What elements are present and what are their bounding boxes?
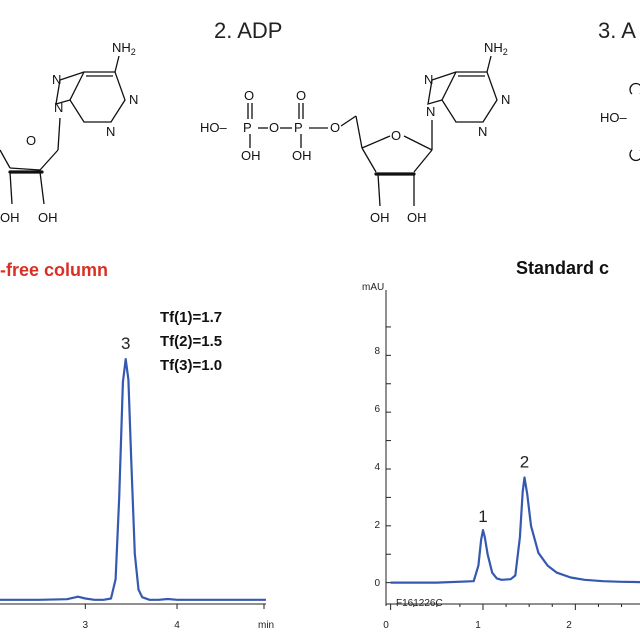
right-y-tick-label-0: 0 [374, 578, 380, 589]
left-chart-title: -free column [0, 260, 108, 280]
n3-label-1: N [106, 124, 115, 139]
file-id-label: F161226C [396, 598, 443, 609]
ho-label: HO– [200, 120, 228, 135]
phosphorus-2-label: P [294, 120, 303, 135]
left-chart: -free column 3 4 min 3 Tf(1)=1.7 Tf(2)=1… [0, 260, 274, 631]
purine-ring-1 [55, 55, 126, 123]
tf-2-label: Tf(2)=1.5 [160, 333, 222, 350]
right-y-tick-label-8: 8 [374, 346, 380, 357]
right-y-tick-label-2: 2 [374, 520, 380, 531]
right-y-tick-label-4: 4 [374, 462, 380, 473]
tf-3-label: Tf(3)=1.0 [160, 357, 222, 374]
oh-p1-label: OH [241, 148, 261, 163]
left-x-unit-label: min [258, 620, 274, 631]
phosphorus-1-label: P [243, 120, 252, 135]
right-y-tick-label-6: 6 [374, 404, 380, 415]
right-peak-label-1: 1 [478, 507, 487, 526]
left-x-tick-label-4: 4 [174, 620, 180, 631]
oh-3-label-2: OH [407, 210, 427, 225]
ribose-ring-1 [0, 117, 61, 205]
tf-1-label: Tf(1)=1.7 [160, 309, 222, 326]
left-chromatogram-trace [0, 358, 266, 601]
oh-2-label-1: OH [0, 210, 20, 225]
nh2-label-1: NH2 [112, 40, 136, 57]
n1-label-1: N [129, 92, 138, 107]
right-x-tick-label-1: 1 [475, 620, 481, 631]
n9-label-1: N [54, 100, 63, 115]
right-x-tick-label-0: 0 [383, 620, 389, 631]
oh-2-label-2: OH [370, 210, 390, 225]
right-chart: Standard c mAU 0 2 4 6 8 0 1 2 1 2 F1612… [362, 258, 640, 631]
ester-oxygen-label: O [330, 120, 340, 135]
n3-label-2: N [478, 124, 487, 139]
n7-label-2: N [424, 72, 433, 87]
n7-label-1: N [52, 72, 61, 87]
nh2-label-2: NH2 [484, 40, 508, 57]
left-peak-label-3: 3 [121, 334, 130, 353]
left-x-tick-label-3: 3 [83, 620, 89, 631]
oh-p2-label: OH [292, 148, 312, 163]
compound-1-structure: NH2 N N N N O OH OH [0, 40, 138, 225]
compound-2-structure: HO– P O OH O P O OH O O OH OH [200, 40, 510, 225]
compound-3-structure-fragment: HO– [600, 82, 640, 162]
right-peak-label-2: 2 [520, 453, 529, 472]
ribose-ring-2 [361, 135, 433, 207]
right-x-ticks [390, 604, 623, 610]
compound-3-title: 3. A [598, 18, 636, 43]
oxo-1-label: O [244, 88, 254, 103]
right-x-tick-label-2: 2 [566, 620, 572, 631]
left-x-ticks [84, 604, 265, 609]
right-chart-title: Standard c [516, 258, 609, 278]
ring-oxygen-label-1: O [26, 133, 36, 148]
compound-2-title: 2. ADP [214, 18, 282, 43]
ho-label-3: HO– [600, 110, 628, 125]
n9-label-2: N [426, 104, 435, 119]
right-chromatogram-trace [390, 476, 640, 584]
oxo-2-label: O [296, 88, 306, 103]
ring-oxygen-label-2: O [391, 128, 401, 143]
n1-label-2: N [501, 92, 510, 107]
bridge-oxygen-label: O [269, 120, 279, 135]
right-y-unit-label: mAU [362, 282, 384, 293]
purine-ring-2 [427, 55, 498, 150]
right-y-ticks [386, 326, 391, 584]
oh-3-label-1: OH [38, 210, 58, 225]
